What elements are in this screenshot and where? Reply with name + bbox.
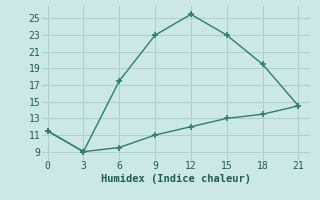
X-axis label: Humidex (Indice chaleur): Humidex (Indice chaleur) [101, 174, 251, 184]
